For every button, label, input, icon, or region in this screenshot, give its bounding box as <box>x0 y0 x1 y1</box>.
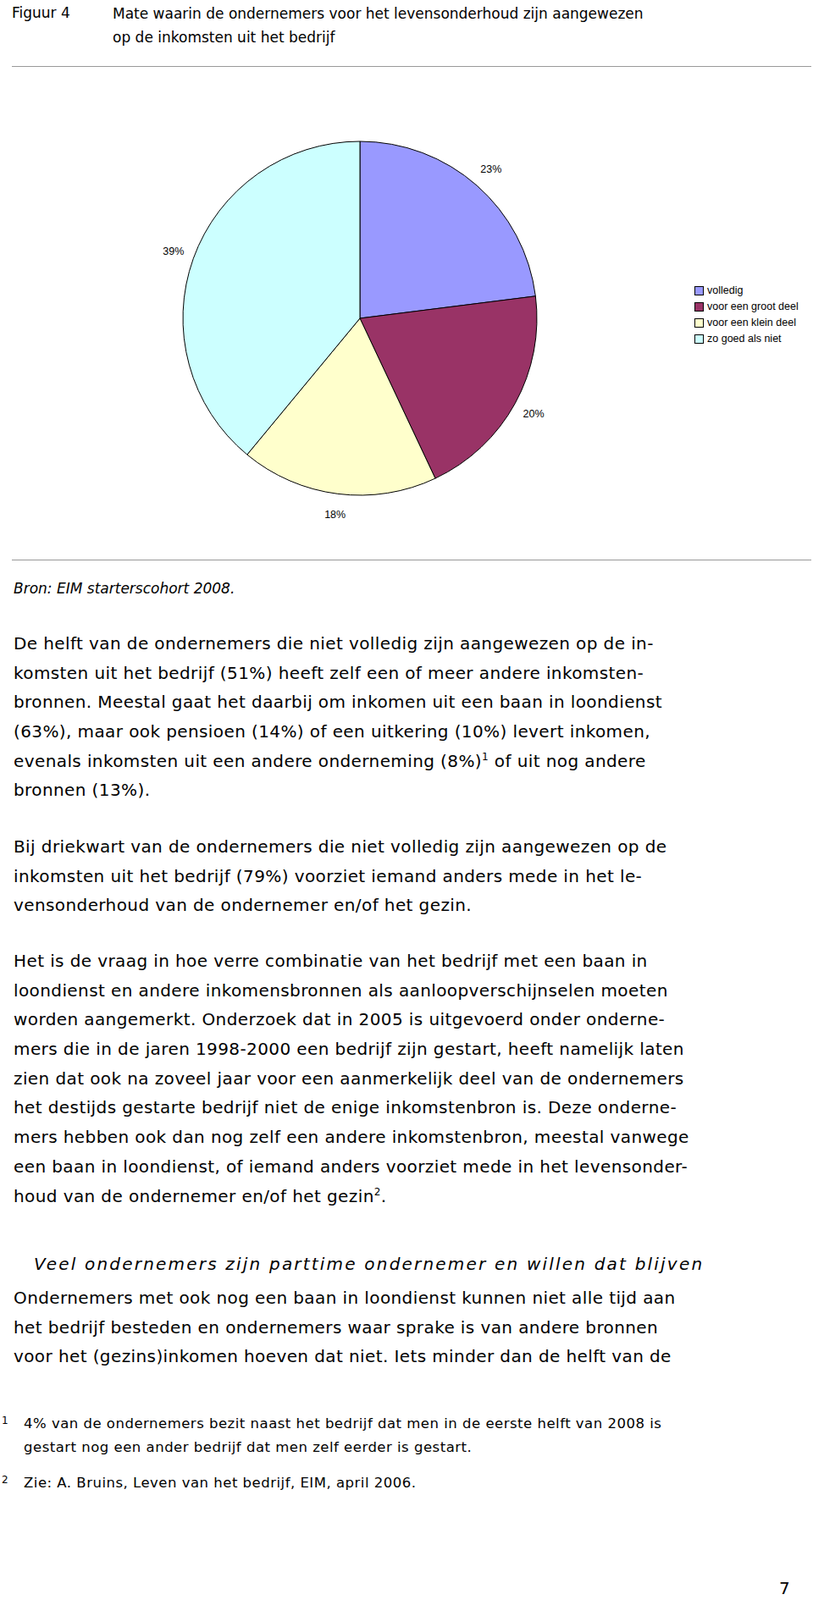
html-text:worden aangemerkt. Onderzoek d: worden aangemerkt. Onderzoek dat in 2005… <box>13 1009 665 1031</box>
html-text:het destijds gestarte bedrijf: het destijds gestarte bedrijf niet de en… <box>13 1097 677 1119</box>
html-text:inkomsten uit het bedrijf (79%: inkomsten uit het bedrijf (79%) voorziet… <box>13 866 643 887</box>
html-text:bronnen (13%).: bronnen (13%). <box>13 780 151 801</box>
html-text:mers hebben ook dan nog zelf e: mers hebben ook dan nog zelf een andere … <box>13 1127 690 1148</box>
html-text:mers die in de jaren 1998-2000: mers die in de jaren 1998-2000 een bedri… <box>13 1039 685 1060</box>
html-text:voor het (gezins)inkomen hoeve: voor het (gezins)inkomen hoeven dat niet… <box>13 1346 672 1368</box>
html-text:het bedrijf besteden en ondern: het bedrijf besteden en ondernemers waar… <box>13 1317 659 1338</box>
html-text:De helft van de ondernemers di: De helft van de ondernemers die niet vol… <box>13 633 654 654</box>
html-text:2: 2 <box>1 1474 9 1487</box>
html-text:Mate waarin de ondernemers voo: Mate waarin de ondernemers voor het leve… <box>112 5 644 23</box>
html-text:Het is de vraag in hoe verre c: Het is de vraag in hoe verre combinatie … <box>13 951 648 972</box>
html-text:vensonderhoud van de onderneme: vensonderhoud van de ondernemer en/of he… <box>13 895 472 916</box>
html-text:bronnen. Meestal gaat het daar: bronnen. Meestal gaat het daarbij om ink… <box>13 692 663 713</box>
svg-text:20%: 20% <box>523 408 545 421</box>
html-text:Zie: A. Bruins, Leven van het: Zie: A. Bruins, Leven van het bedrijf, E… <box>23 1475 417 1492</box>
html-text:op de inkomsten uit het bedrij: op de inkomsten uit het bedrijf <box>112 28 335 46</box>
html-text:gestart nog een ander bedrijf: gestart nog een ander bedrijf dat men ze… <box>23 1439 472 1456</box>
html-text:zo goed als niet: zo goed als niet <box>707 332 782 345</box>
svg-text:18%: 18% <box>324 508 346 521</box>
html-text:1: 1 <box>1 1415 9 1427</box>
html-text:komsten uit het bedrijf (51%): komsten uit het bedrijf (51%) heeft zelf… <box>13 662 644 684</box>
html-text:houd van de ondernemer en/of h: houd van de ondernemer en/of het gezin2. <box>13 1186 387 1207</box>
html-text:volledig: volledig <box>707 284 744 297</box>
html-text:4% van de ondernemers bezit na: 4% van de ondernemers bezit naast het be… <box>23 1415 662 1433</box>
html-text:Figuur 4: Figuur 4 <box>11 4 71 22</box>
html-text:Bron: EIM starterscohort 2008.: Bron: EIM starterscohort 2008. <box>13 580 235 598</box>
html-text:loondienst en andere inkomensb: loondienst en andere inkomensbronnen als… <box>13 980 668 1001</box>
html-text:een baan in loondienst, of iem: een baan in loondienst, of iemand anders… <box>13 1156 688 1177</box>
html-text:Veel ondernemers zijn parttime: Veel ondernemers zijn parttime onderneme… <box>33 1254 705 1275</box>
html-text:voor een groot deel: voor een groot deel <box>707 300 799 313</box>
svg-text:23%: 23% <box>480 163 502 176</box>
html-text:(63%), maar ook pensioen (14%): (63%), maar ook pensioen (14%) of een ui… <box>13 721 651 742</box>
html-text:zien dat ook na zoveel jaar vo: zien dat ook na zoveel jaar voor een aan… <box>13 1068 684 1089</box>
html-text:7: 7 <box>779 1578 790 1599</box>
html-text:voor een klein deel: voor een klein deel <box>707 316 796 329</box>
html-text:Ondernemers met ook nog een ba: Ondernemers met ook nog een baan in loon… <box>13 1288 676 1309</box>
html-text:evenals inkomsten uit een ande: evenals inkomsten uit een andere onderne… <box>13 751 646 772</box>
svg-text:39%: 39% <box>162 245 184 258</box>
html-text:Bij driekwart van de onderneme: Bij driekwart van de ondernemers die nie… <box>13 836 667 858</box>
